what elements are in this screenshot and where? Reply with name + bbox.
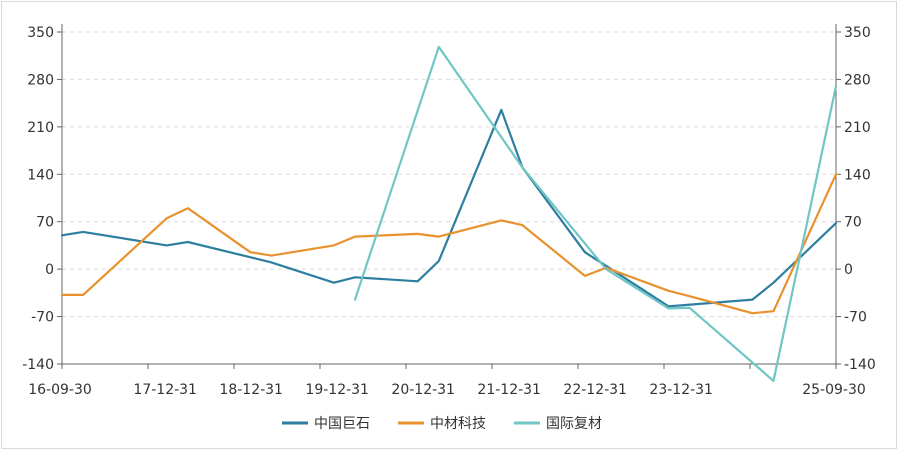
x-tick-label: 18-12-31 [219,382,283,398]
x-tick-label: 20-12-31 [391,382,455,398]
y-tick-label-left: 70 [36,215,54,231]
grid-lines [62,31,836,318]
series-line-2 [60,173,838,315]
x-tick-label: 16-09-30 [28,382,92,398]
y-tick-label-right: 210 [844,120,871,136]
x-tick-label: 22-12-31 [563,382,627,398]
y-tick-label-right: -70 [844,310,867,326]
x-tick-label: 25-09-30 [802,382,866,398]
y-tick-label-left: -70 [31,310,54,326]
y-tick-label-right: 140 [844,167,871,183]
y-tick-label-right: 70 [844,215,862,231]
y-tick-label-right: 0 [844,262,853,278]
legend-label-3: 国际复材 [546,415,602,432]
x-tick-label: 19-12-31 [305,382,369,398]
y-tick-label-left: 0 [45,262,54,278]
y-tick-label-left: 350 [27,25,54,41]
x-tick-label: 23-12-31 [649,382,713,398]
legend-label-2: 中材科技 [430,416,486,432]
series-line-3 [353,45,838,382]
series-line-1 [60,108,838,308]
y-tick-label-left: 140 [27,167,54,183]
x-tick-label: 17-12-31 [133,382,197,398]
axes: -140 -140 -70 -70 0 0 70 70 140 140 210 210 280 280 35… [22,24,876,398]
x-tick-label: 21-12-31 [477,382,541,398]
y-tick-label-left: -140 [22,357,54,373]
legend-label-1: 中国巨石 [314,416,370,432]
y-tick-label-right: 280 [844,72,871,88]
legend: 中国巨石 中材科技 国际复材 [282,415,602,432]
y-tick-label-right: 350 [844,25,871,41]
series-lines [60,45,838,382]
y-tick-label-left: 210 [27,120,54,136]
y-tick-label-left: 280 [27,72,54,88]
y-tick-label-right: -140 [844,357,876,373]
